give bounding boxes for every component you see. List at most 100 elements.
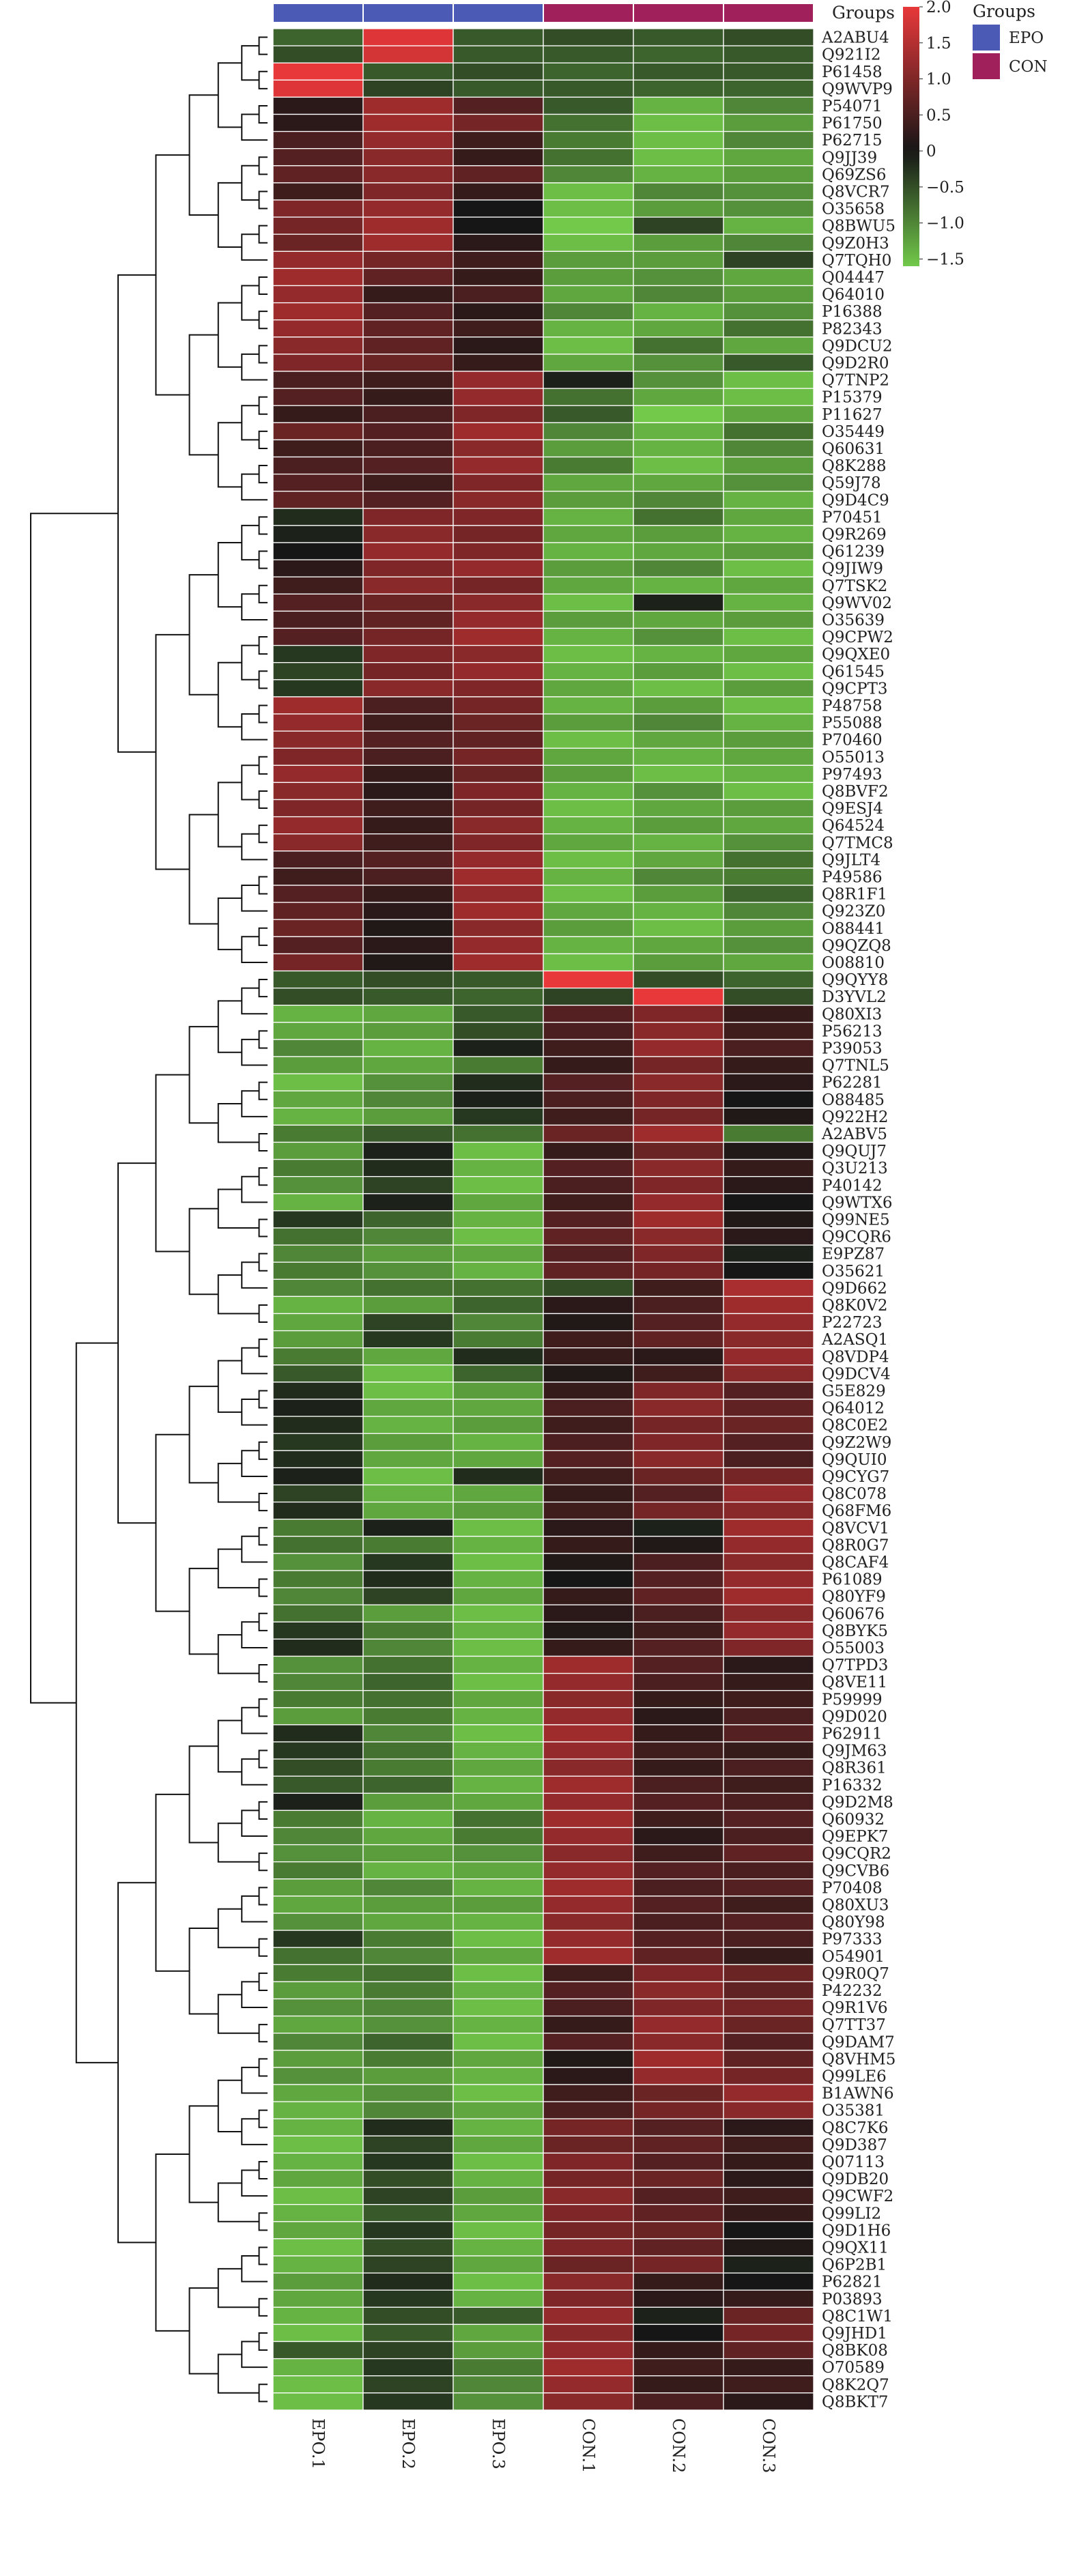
heatmap-cell <box>362 405 454 423</box>
heatmap-cell <box>272 1998 364 2017</box>
colorbar-tick-label: 1.0 <box>926 71 951 89</box>
heatmap-cell <box>633 1073 724 1091</box>
heatmap-cell <box>543 1005 634 1023</box>
heatmap-cell <box>272 1861 364 1880</box>
heatmap-cell <box>543 1347 634 1366</box>
heatmap-cell <box>633 1107 724 1126</box>
dendrogram-branch <box>217 1822 259 1863</box>
heatmap-cell <box>543 1655 634 1674</box>
column-label: CON.1 <box>579 2418 598 2473</box>
heatmap-cell <box>633 1998 724 2017</box>
heatmap-cell <box>272 610 364 629</box>
heatmap-cell <box>453 593 544 612</box>
heatmap-cell <box>633 1638 724 1657</box>
heatmap-cell <box>543 747 634 766</box>
heatmap-cell <box>362 2289 454 2308</box>
heatmap-cell <box>272 371 364 389</box>
heatmap-cell <box>272 902 364 920</box>
heatmap-cell <box>362 610 454 629</box>
heatmap-cell <box>453 1981 544 2000</box>
heatmap-cell <box>453 679 544 698</box>
heatmap-cell <box>723 1638 814 1657</box>
heatmap-cell <box>633 764 724 784</box>
heatmap-cell <box>723 2204 814 2222</box>
dendrogram-branch <box>258 1527 268 1546</box>
heatmap-cell <box>723 1827 814 1846</box>
heatmap-cell <box>543 1484 634 1503</box>
row-label: P70460 <box>822 732 883 749</box>
heatmap-cell <box>362 1519 454 1537</box>
heatmap-cell <box>272 1022 364 1040</box>
heatmap-cell <box>723 2186 814 2205</box>
heatmap-cell <box>633 1313 724 1332</box>
row-label: O55003 <box>822 1640 885 1657</box>
heatmap-cell <box>272 1827 364 1846</box>
heatmap-cell <box>272 1090 364 1108</box>
heatmap-cell <box>362 2238 454 2257</box>
heatmap-cell <box>272 285 364 304</box>
heatmap-cell <box>633 285 724 304</box>
heatmap-cell <box>543 1947 634 1965</box>
row-label: Q64010 <box>822 286 885 304</box>
heatmap-cell <box>362 1690 454 1708</box>
heatmap-cell <box>633 1587 724 1605</box>
row-label: Q9DCU2 <box>822 337 893 355</box>
dendrogram-branch <box>258 1441 268 1460</box>
heatmap-cell <box>272 1913 364 1931</box>
heatmap-cell <box>723 62 814 81</box>
heatmap-cell <box>723 1056 814 1074</box>
heatmap-cell <box>633 559 724 577</box>
heatmap-cell <box>453 2204 544 2222</box>
heatmap-cell <box>543 970 634 989</box>
legend-title: Groups <box>973 1 1035 21</box>
heatmap-cell <box>723 1296 814 1315</box>
dendrogram-branch <box>258 979 268 998</box>
dendrogram-branch <box>258 756 268 775</box>
heatmap-cell <box>272 2221 364 2239</box>
heatmap-cell <box>543 2306 634 2325</box>
heatmap-cell <box>272 1227 364 1246</box>
heatmap-cell <box>633 2341 724 2360</box>
dendrogram-branch <box>155 154 190 396</box>
heatmap-cell <box>723 593 814 612</box>
heatmap-cell <box>272 885 364 903</box>
dendrogram-branch <box>188 2287 218 2375</box>
heatmap-cell <box>633 1519 724 1537</box>
heatmap-cell <box>723 388 814 406</box>
heatmap-cell <box>633 1758 724 1777</box>
heatmap-cell <box>362 1176 454 1194</box>
heatmap-cell <box>633 388 724 406</box>
row-label: B1AWN6 <box>822 2085 894 2103</box>
heatmap-cell <box>272 2118 364 2136</box>
heatmap-cell <box>362 113 454 132</box>
heatmap-cell <box>272 542 364 560</box>
heatmap-cell <box>543 1244 634 1263</box>
row-label: D3YVL2 <box>822 988 887 1006</box>
heatmap-cell <box>362 148 454 167</box>
heatmap-cell <box>543 1878 634 1897</box>
heatmap-cell <box>723 233 814 252</box>
row-label: Q9JLT4 <box>822 851 880 869</box>
annotation-cell-con-1 <box>543 3 634 23</box>
heatmap-cell <box>633 1261 724 1280</box>
heatmap-cell <box>543 868 634 886</box>
dendrogram-branch <box>188 2105 218 2203</box>
dendrogram-branch <box>258 1167 268 1186</box>
row-label: Q8R1F1 <box>822 886 887 904</box>
heatmap-cell <box>543 1227 634 1246</box>
heatmap-cell <box>723 868 814 886</box>
heatmap-cell <box>723 2238 814 2257</box>
heatmap-cell <box>723 1347 814 1366</box>
row-label: Q80Y98 <box>822 1914 885 1932</box>
dendrogram-branch <box>188 1207 218 1296</box>
heatmap-cell <box>362 1913 454 1931</box>
heatmap-cell <box>543 1296 634 1315</box>
row-label: Q9D387 <box>822 2136 887 2154</box>
heatmap-cell <box>723 559 814 577</box>
heatmap-cell <box>453 1638 544 1657</box>
heatmap-cell <box>453 644 544 663</box>
heatmap-cell <box>453 1399 544 1417</box>
dendrogram-branch <box>258 516 268 535</box>
heatmap-cell <box>543 2272 634 2291</box>
heatmap-cell <box>633 319 724 338</box>
